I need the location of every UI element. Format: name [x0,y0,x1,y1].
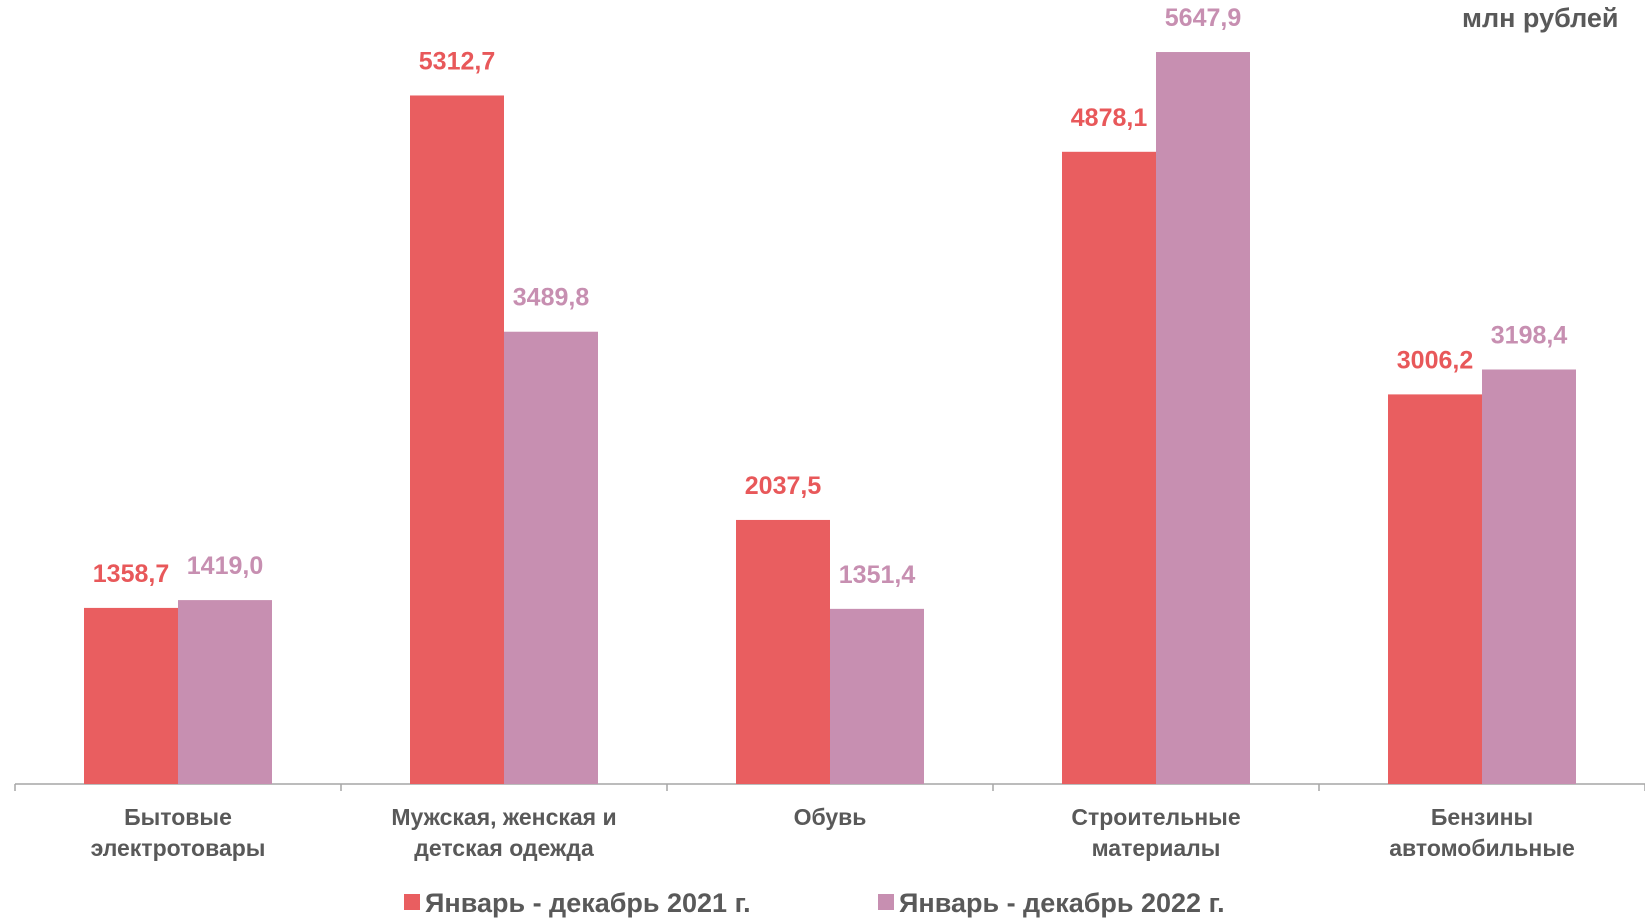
x-tick-label: Мужская, женская и детская одежда [391,804,617,861]
data-label: 3006,2 [1397,346,1473,374]
legend-marker [878,894,894,910]
bar [504,331,598,784]
unit-label: млн рублей [1462,3,1619,33]
bar [84,607,178,784]
legend-label: Январь - декабрь 2021 г. [425,888,751,918]
bar [410,95,504,785]
x-tick-label: Бытовые электротовары [90,804,266,861]
x-tick-label: Обувь [793,804,867,830]
x-tick-label: Бензины автомобильные [1389,804,1575,861]
bar [830,608,924,784]
data-label: 1358,7 [93,560,169,588]
bar [1482,369,1576,784]
data-label: 3489,8 [513,284,590,312]
data-label: 5312,7 [419,47,495,75]
data-label: 2037,5 [745,472,822,500]
data-label: 5647,9 [1165,4,1241,32]
bar [1156,52,1250,784]
data-label: 1419,0 [187,552,263,580]
bar [178,600,272,784]
bar [1062,151,1156,785]
bar [1388,394,1482,784]
legend-label: Январь - декабрь 2022 г. [899,888,1225,918]
data-label: 3198,4 [1491,321,1568,349]
data-label: 1351,4 [839,561,916,589]
legend-marker [404,894,420,910]
x-tick-label: Строительные материалы [1071,804,1241,861]
data-label: 4878,1 [1071,104,1148,132]
bar [736,519,830,784]
